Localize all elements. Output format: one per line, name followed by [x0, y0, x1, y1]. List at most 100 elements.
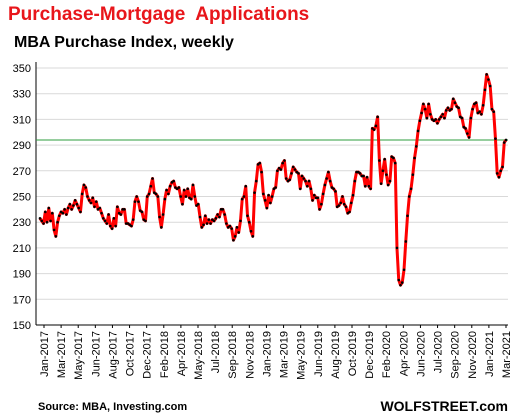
- data-point: [154, 192, 158, 196]
- x-tick-label: Apr-2020: [398, 331, 410, 376]
- data-point: [349, 201, 353, 205]
- data-point: [158, 215, 161, 219]
- data-point: [437, 118, 441, 121]
- data-point: [40, 219, 44, 223]
- data-point: [436, 121, 439, 125]
- data-point: [328, 179, 332, 183]
- series-line: [38, 72, 508, 287]
- data-point: [151, 177, 154, 180]
- data-point: [47, 206, 51, 210]
- data-point: [102, 217, 105, 220]
- data-point: [149, 184, 153, 188]
- data-point: [288, 178, 292, 182]
- y-tick-label: 350: [13, 63, 31, 75]
- x-tick-label: Feb-2020: [381, 331, 393, 378]
- data-point: [75, 202, 79, 206]
- data-point: [240, 197, 244, 201]
- data-point: [379, 182, 383, 185]
- data-point: [63, 208, 66, 211]
- data-point: [233, 235, 237, 238]
- data-point: [376, 115, 379, 119]
- data-point: [105, 222, 109, 225]
- x-tick-label: Jun-2020: [415, 331, 427, 377]
- data-point: [284, 177, 288, 180]
- data-point: [334, 190, 337, 193]
- x-tick-label: Mar-2017: [56, 331, 68, 378]
- y-tick-label: 330: [13, 89, 31, 101]
- data-point: [216, 213, 219, 216]
- data-point: [290, 172, 293, 175]
- data-point: [365, 175, 369, 179]
- marker-layer: [38, 73, 508, 287]
- x-tick-label: Apr-2018: [176, 331, 188, 376]
- data-point: [168, 184, 172, 188]
- data-point: [123, 208, 126, 211]
- x-tick-label: Aug-2019: [330, 331, 342, 379]
- data-point: [416, 129, 420, 133]
- data-point: [140, 210, 144, 214]
- data-point: [93, 205, 96, 209]
- y-tick-label: 310: [13, 114, 31, 126]
- data-point: [418, 119, 422, 122]
- data-point: [460, 116, 464, 120]
- data-point: [145, 195, 149, 198]
- data-point: [61, 211, 65, 215]
- data-point: [144, 219, 147, 223]
- data-point: [283, 159, 286, 162]
- data-point: [298, 187, 302, 191]
- data-point: [478, 110, 481, 113]
- data-point: [160, 226, 163, 229]
- data-point: [181, 202, 184, 206]
- data-point: [65, 213, 68, 216]
- data-point: [131, 218, 135, 221]
- y-tick-label: 150: [13, 320, 31, 332]
- x-tick-label: May-2019: [296, 331, 308, 380]
- data-point: [485, 73, 488, 76]
- data-point: [291, 165, 295, 169]
- data-point: [130, 224, 133, 228]
- data-point: [207, 218, 211, 221]
- data-point: [242, 195, 246, 198]
- data-point: [235, 226, 239, 229]
- data-point: [163, 197, 167, 201]
- data-point: [253, 191, 256, 194]
- x-tick-label: Jul-2020: [433, 331, 445, 373]
- y-tick-label: 290: [13, 140, 31, 152]
- data-point: [239, 219, 242, 223]
- data-point: [481, 103, 485, 107]
- source-note: Source: MBA, Investing.com: [38, 401, 188, 413]
- data-point: [320, 202, 323, 206]
- data-point: [193, 195, 197, 198]
- data-point: [344, 205, 348, 209]
- data-point: [56, 220, 59, 224]
- data-point: [73, 199, 77, 202]
- data-point: [400, 281, 404, 284]
- data-point: [490, 107, 494, 111]
- data-point: [267, 193, 270, 197]
- data-point: [457, 106, 460, 110]
- data-point: [133, 200, 137, 203]
- data-point: [247, 220, 251, 224]
- data-point: [383, 157, 386, 161]
- data-point: [137, 200, 140, 203]
- data-point: [495, 172, 499, 175]
- data-point: [474, 101, 478, 104]
- data-point: [469, 116, 473, 120]
- data-point: [297, 172, 300, 175]
- data-point: [94, 200, 98, 203]
- data-point: [487, 78, 490, 81]
- data-point: [212, 219, 216, 223]
- data-point: [501, 165, 504, 169]
- data-point: [147, 192, 151, 196]
- data-point: [276, 169, 279, 173]
- data-point: [351, 193, 355, 197]
- data-point: [70, 208, 73, 211]
- chart-title: Purchase-Mortgage Applications: [8, 4, 310, 25]
- data-point: [186, 187, 190, 191]
- data-point: [200, 226, 204, 229]
- data-point: [209, 222, 212, 225]
- x-tick-label: Jun-2019: [313, 331, 325, 377]
- data-point: [413, 156, 416, 160]
- data-point: [466, 132, 469, 135]
